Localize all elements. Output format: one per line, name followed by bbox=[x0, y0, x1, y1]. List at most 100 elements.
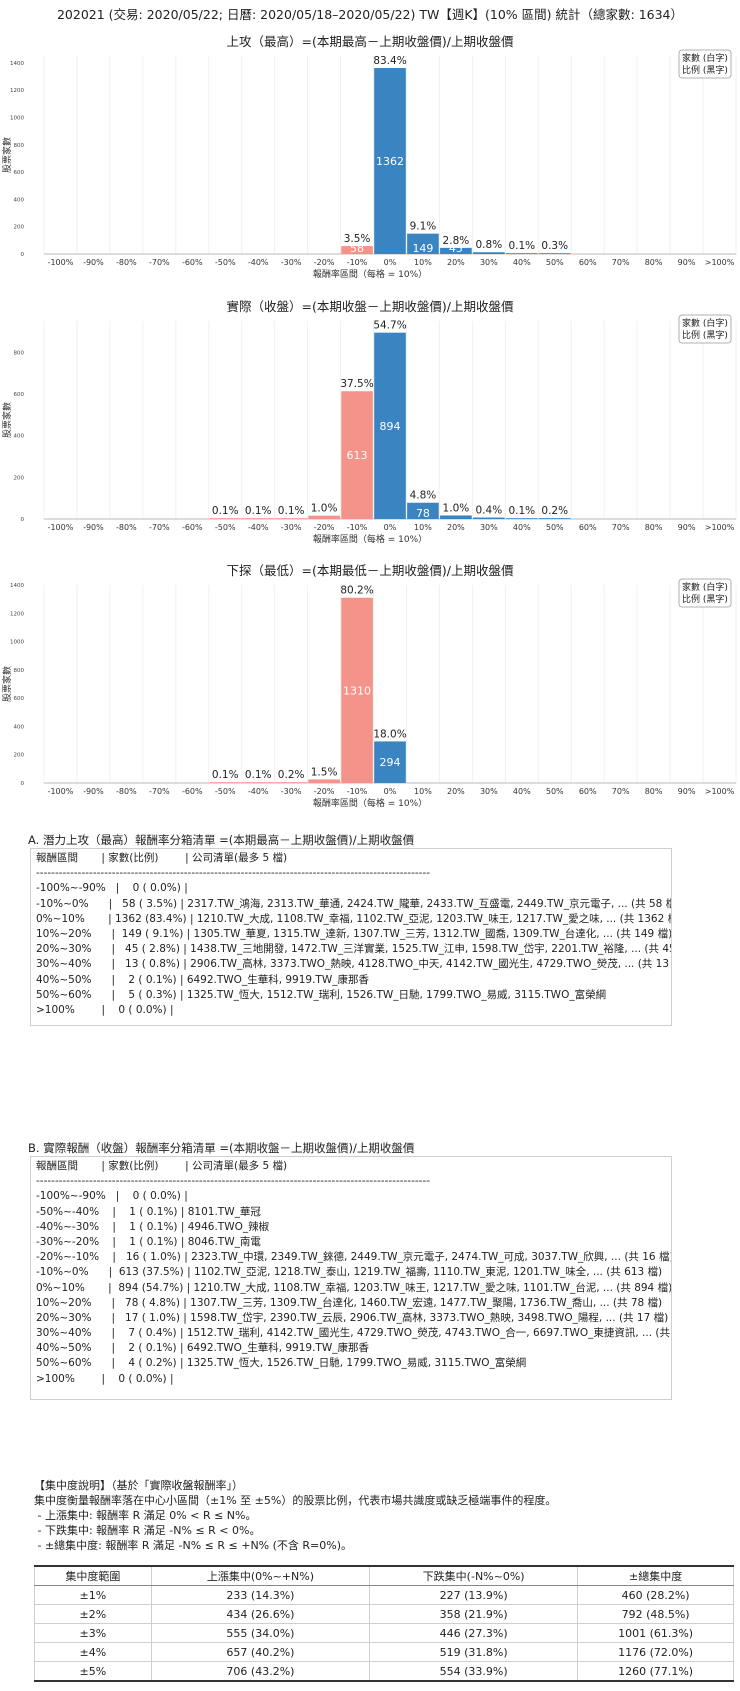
concentration-cell: 1260 (77.1%) bbox=[577, 1661, 734, 1682]
pct-label: 1.5% bbox=[311, 766, 338, 778]
y-tick-label: 200 bbox=[14, 225, 25, 231]
x-axis-label: 報酬率區間（每格 = 10%） bbox=[313, 268, 427, 280]
bar bbox=[374, 332, 406, 519]
bar bbox=[374, 68, 406, 254]
concentration-header: 下跌集中(-N%~0%) bbox=[369, 1565, 579, 1586]
x-tick-label: 80% bbox=[645, 787, 663, 796]
y-tick-label: 600 bbox=[14, 170, 25, 176]
y-tick-label: 1200 bbox=[10, 611, 24, 617]
pct-label: 0.8% bbox=[476, 239, 503, 251]
x-tick-label: >100% bbox=[705, 258, 735, 267]
bar bbox=[473, 252, 505, 254]
concentration-header: 上漲集中(0%~+N%) bbox=[150, 1565, 371, 1586]
legend: 家數 (白字)比例 (黑字) bbox=[678, 49, 732, 79]
count-label: 58 bbox=[350, 242, 364, 255]
pct-label: 80.2% bbox=[340, 585, 373, 597]
y-tick-label: 400 bbox=[14, 724, 25, 730]
concentration-note-line: - ±總集中度: 報酬率 R 滿足 -N% ≤ R ≤ +N% (不含 R=0%… bbox=[34, 1539, 353, 1552]
x-tick-label: -10% bbox=[347, 258, 368, 267]
pct-label: 3.5% bbox=[344, 233, 371, 245]
list-line: -50%~-40% | 1 ( 0.1%) | 8101.TW_華冠 bbox=[36, 1205, 261, 1218]
list-line: 50%~60% | 5 ( 0.3%) | 1325.TW_恆大, 1512.T… bbox=[36, 988, 607, 1001]
pct-label: 0.2% bbox=[541, 505, 568, 517]
x-tick-label: -30% bbox=[281, 787, 302, 796]
x-tick-label: 70% bbox=[612, 787, 630, 796]
pct-label: 1.0% bbox=[311, 503, 338, 515]
y-axis-label: 股票家數 bbox=[1, 137, 13, 173]
x-tick-label: -90% bbox=[83, 787, 104, 796]
concentration-cell: 434 (26.6%) bbox=[150, 1604, 371, 1624]
chart-low: 下探（最低）=(本期最低－上期收盤價)/上期收盤價 0 200 400 600 800 10… bbox=[1, 563, 737, 809]
pct-label: 54.7% bbox=[373, 320, 406, 332]
x-tick-label: 90% bbox=[678, 258, 696, 267]
list-line: 20%~30% | 17 ( 1.0%) | 1598.TW_岱宇, 2390.… bbox=[36, 1311, 669, 1324]
x-tick-label: 90% bbox=[678, 523, 696, 532]
list-line: -100%~-90% | 0 ( 0.0%) | bbox=[36, 882, 188, 895]
concentration-row: ±4% 657 (40.2%) 519 (31.8%) 1176 (72.0%) bbox=[34, 1642, 734, 1662]
concentration-header: ±總集中度 bbox=[577, 1565, 734, 1586]
y-tick-label: 400 bbox=[14, 197, 25, 203]
bar bbox=[407, 233, 439, 254]
legend-box bbox=[678, 578, 732, 608]
x-tick-label: 50% bbox=[546, 787, 564, 796]
bar bbox=[308, 779, 340, 783]
list-line: 40%~50% | 2 ( 0.1%) | 6492.TWO_生華科, 9919… bbox=[36, 1342, 369, 1355]
concentration-cell: 446 (27.3%) bbox=[369, 1623, 579, 1643]
concentration-cell: 233 (14.3%) bbox=[150, 1585, 371, 1605]
y-tick-label: 600 bbox=[14, 392, 25, 398]
count-label: 1362 bbox=[376, 155, 404, 168]
page-title: 202021 (交易: 2020/05/22; 日曆: 2020/05/18–2… bbox=[56, 7, 684, 22]
x-tick-label: -70% bbox=[149, 787, 170, 796]
concentration-cell: 792 (48.5%) bbox=[577, 1604, 734, 1624]
x-tick-label: -40% bbox=[248, 258, 269, 267]
pct-label: 2.8% bbox=[443, 235, 470, 247]
count-label: 894 bbox=[380, 420, 401, 433]
bar bbox=[505, 518, 538, 519]
y-tick-label: 1400 bbox=[10, 583, 24, 589]
x-tick-label: 20% bbox=[447, 523, 465, 532]
bar bbox=[341, 597, 373, 783]
y-tick-label: 800 bbox=[14, 143, 25, 149]
concentration-cell: 706 (43.2%) bbox=[150, 1661, 371, 1682]
concentration-cell: 460 (28.2%) bbox=[577, 1585, 734, 1605]
count-label: 613 bbox=[347, 449, 368, 462]
chart-close: 實際（收盤）=(本期收盤－上期收盤價)/上期收盤價 0 200 400 600 800 股票… bbox=[1, 299, 737, 545]
x-tick-label: -30% bbox=[281, 523, 302, 532]
list-line: -10%~0% | 613 (37.5%) | 1102.TW_亞泥, 1218… bbox=[36, 1266, 663, 1279]
y-tick-label: 200 bbox=[14, 475, 25, 481]
legend-count-label: 家數 (白字) bbox=[682, 317, 728, 329]
pct-label: 1.0% bbox=[443, 502, 470, 514]
x-tick-label: -30% bbox=[281, 258, 302, 267]
concentration-cell: ±5% bbox=[34, 1661, 152, 1682]
y-tick-label: 0 bbox=[21, 252, 25, 258]
list-line: >100% | 0 ( 0.0%) | bbox=[36, 1003, 174, 1016]
bar bbox=[473, 517, 505, 519]
pct-label: 0.1% bbox=[245, 769, 272, 781]
y-axis-label: 股票家數 bbox=[1, 402, 13, 438]
concentration-note-line: - 上漲集中: 報酬率 R 滿足 0% < R ≤ N%。 bbox=[34, 1509, 257, 1522]
y-axis-label: 股票家數 bbox=[1, 666, 13, 702]
bar bbox=[242, 518, 275, 519]
list-line: -40%~-30% | 1 ( 0.1%) | 4946.TWO_辣椒 bbox=[36, 1220, 270, 1233]
count-label: 78 bbox=[416, 507, 430, 520]
list-b-title: B. 實際報酬（收盤）報酬率分箱清單 =(本期收盤－上期收盤價)/上期收盤價 bbox=[28, 1141, 415, 1155]
x-tick-label: -20% bbox=[314, 523, 335, 532]
y-tick-label: 1000 bbox=[10, 115, 24, 121]
concentration-cell: ±3% bbox=[34, 1623, 152, 1643]
x-tick-label: -80% bbox=[116, 523, 137, 532]
x-tick-label: -90% bbox=[83, 258, 104, 267]
pct-label: 0.1% bbox=[278, 505, 305, 517]
x-tick-label: 60% bbox=[579, 523, 597, 532]
bar bbox=[209, 518, 242, 519]
x-tick-label: 70% bbox=[612, 258, 630, 267]
pct-label: 0.1% bbox=[212, 769, 239, 781]
x-tick-label: -10% bbox=[347, 523, 368, 532]
x-tick-label: -50% bbox=[215, 523, 236, 532]
list-line: 0%~10% | 894 (54.7%) | 1210.TW_大成, 1108.… bbox=[36, 1281, 672, 1294]
list-line: 報酬區間 | 家數(比例) | 公司清單(最多 5 檔) bbox=[36, 1160, 288, 1172]
legend-pct-label: 比例 (黑字) bbox=[682, 593, 728, 605]
x-tick-label: 60% bbox=[579, 787, 597, 796]
concentration-cell: 554 (33.9%) bbox=[369, 1661, 579, 1682]
concentration-cell: 657 (40.2%) bbox=[150, 1642, 371, 1662]
concentration-header: 集中度範圍 bbox=[34, 1565, 152, 1586]
